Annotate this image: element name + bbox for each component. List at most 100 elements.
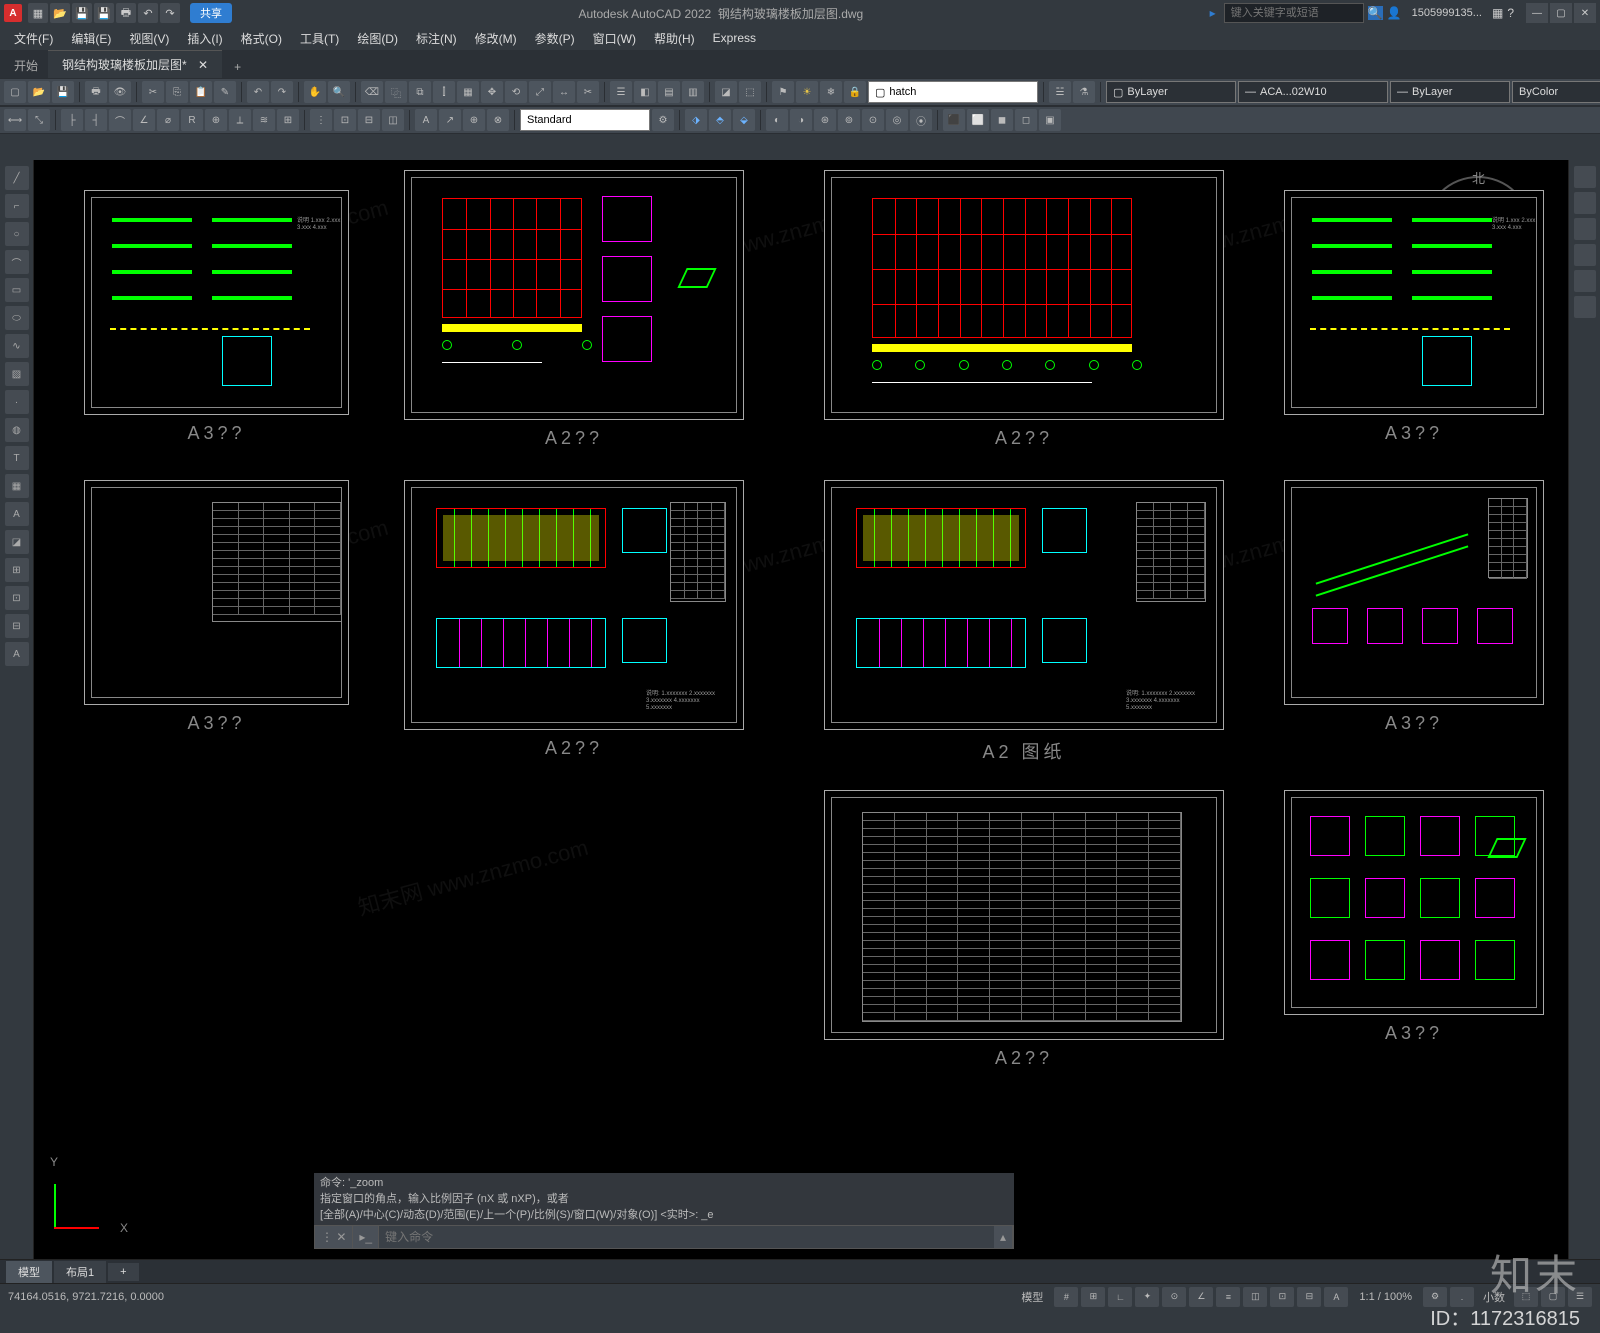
draw-ins-icon[interactable]: ⊞ bbox=[5, 558, 29, 582]
draw-block-icon[interactable]: ◪ bbox=[5, 530, 29, 554]
draw-line-icon[interactable]: ╱ bbox=[5, 166, 29, 190]
status-snap-icon[interactable]: ⊞ bbox=[1081, 1287, 1105, 1307]
mod-10-icon[interactable]: ⦿ bbox=[910, 109, 932, 131]
tool-design-icon[interactable]: ◧ bbox=[634, 81, 656, 103]
qat-redo-icon[interactable]: ↷ bbox=[160, 3, 180, 23]
tab-start[interactable]: 开始 bbox=[4, 53, 48, 78]
draw-more2-icon[interactable]: ⊟ bbox=[5, 614, 29, 638]
status-osnap-icon[interactable]: ⊙ bbox=[1162, 1287, 1186, 1307]
qat-save-icon[interactable]: 💾 bbox=[72, 3, 92, 23]
maximize-button[interactable]: ▢ bbox=[1550, 3, 1572, 23]
anno-1-icon[interactable]: A bbox=[415, 109, 437, 131]
layer-freeze-icon[interactable]: ❄ bbox=[820, 81, 842, 103]
draw-hatch-icon[interactable]: ▨ bbox=[5, 362, 29, 386]
tool-cut-icon[interactable]: ✂ bbox=[142, 81, 164, 103]
command-line[interactable]: ⋮ ✕ ▸_ ▴ bbox=[314, 1225, 1014, 1249]
dim-12-icon[interactable]: ⊡ bbox=[334, 109, 356, 131]
status-ann-icon[interactable]: A bbox=[1324, 1287, 1348, 1307]
tool-array-icon[interactable]: ▦ bbox=[457, 81, 479, 103]
share-button[interactable]: 共享 bbox=[190, 3, 232, 23]
layout-add[interactable]: + bbox=[108, 1263, 138, 1281]
tab-drawing[interactable]: 钢结构玻璃楼板加层图* ✕ bbox=[48, 50, 222, 78]
dim-10-icon[interactable]: ⊞ bbox=[277, 109, 299, 131]
draw-spline-icon[interactable]: ∿ bbox=[5, 334, 29, 358]
mod-3-icon[interactable]: ⬙ bbox=[733, 109, 755, 131]
status-lwt-icon[interactable]: ≡ bbox=[1216, 1287, 1240, 1307]
status-model[interactable]: 模型 bbox=[1021, 1289, 1043, 1305]
menu-express[interactable]: Express bbox=[705, 29, 764, 47]
tool-redo-icon[interactable]: ↷ bbox=[271, 81, 293, 103]
menu-insert[interactable]: 插入(I) bbox=[179, 28, 230, 49]
dim-2-icon[interactable]: ┤ bbox=[85, 109, 107, 131]
tool-zoom-icon[interactable]: 🔍 bbox=[328, 81, 350, 103]
signin-icon[interactable]: 👤 bbox=[1387, 6, 1402, 20]
lineweight-combo[interactable]: — ByLayer bbox=[1390, 81, 1510, 103]
mod-9-icon[interactable]: ◎ bbox=[886, 109, 908, 131]
mod-15-icon[interactable]: ▣ bbox=[1039, 109, 1061, 131]
draw-arc-icon[interactable]: ⌒ bbox=[5, 250, 29, 274]
tool-copy-icon[interactable]: ⎘ bbox=[166, 81, 188, 103]
anno-2-icon[interactable]: ↗ bbox=[439, 109, 461, 131]
dim-13-icon[interactable]: ⊟ bbox=[358, 109, 380, 131]
status-otrack-icon[interactable]: ∠ bbox=[1189, 1287, 1213, 1307]
status-ortho-icon[interactable]: ∟ bbox=[1108, 1287, 1132, 1307]
tool-block-icon[interactable]: ◪ bbox=[715, 81, 737, 103]
user-name[interactable]: 1505999135... bbox=[1412, 7, 1482, 19]
draw-more3-icon[interactable]: A bbox=[5, 642, 29, 666]
tool-sheet-icon[interactable]: ▤ bbox=[658, 81, 680, 103]
tool-scale-icon[interactable]: ⤢ bbox=[529, 81, 551, 103]
dim-14-icon[interactable]: ◫ bbox=[382, 109, 404, 131]
dim-9-icon[interactable]: ≋ bbox=[253, 109, 275, 131]
status-polar-icon[interactable]: ✦ bbox=[1135, 1287, 1159, 1307]
tool-copy2-icon[interactable]: ⿻ bbox=[385, 81, 407, 103]
tool-new-icon[interactable]: ▢ bbox=[4, 81, 26, 103]
dim-7-icon[interactable]: ⊕ bbox=[205, 109, 227, 131]
qat-plot-icon[interactable]: 🖶 bbox=[116, 3, 136, 23]
draw-more1-icon[interactable]: ⊡ bbox=[5, 586, 29, 610]
qat-open-icon[interactable]: 📂 bbox=[50, 3, 70, 23]
tool-open-icon[interactable]: 📂 bbox=[28, 81, 50, 103]
mod-1-icon[interactable]: ⬗ bbox=[685, 109, 707, 131]
minimize-button[interactable]: — bbox=[1526, 3, 1548, 23]
tool-move-icon[interactable]: ✥ bbox=[481, 81, 503, 103]
dim-5-icon[interactable]: ⌀ bbox=[157, 109, 179, 131]
anno-3-icon[interactable]: ⊕ bbox=[463, 109, 485, 131]
anno-4-icon[interactable]: ⊗ bbox=[487, 109, 509, 131]
nav-wheel-icon[interactable] bbox=[1574, 192, 1596, 214]
nav-home-icon[interactable] bbox=[1574, 166, 1596, 188]
nav-pan-icon[interactable] bbox=[1574, 218, 1596, 240]
linetype-combo[interactable]: — ACA...02W10 bbox=[1238, 81, 1388, 103]
mod-5-icon[interactable]: ◑ bbox=[790, 109, 812, 131]
draw-text-icon[interactable]: T bbox=[5, 446, 29, 470]
layer-mgr-icon[interactable]: ☱ bbox=[1049, 81, 1071, 103]
mod-7-icon[interactable]: ⊚ bbox=[838, 109, 860, 131]
dim-aligned-icon[interactable]: ⤡ bbox=[28, 109, 50, 131]
status-grid-icon[interactable]: # bbox=[1054, 1287, 1078, 1307]
help-icon[interactable]: ? bbox=[1507, 6, 1514, 20]
drawing-canvas[interactable]: 上 北 南 东 西 WCS 知末网 www.znzmo.com 知末网 www.… bbox=[34, 160, 1568, 1259]
close-button[interactable]: ✕ bbox=[1574, 3, 1596, 23]
nav-orbit-icon[interactable] bbox=[1574, 270, 1596, 292]
menu-format[interactable]: 格式(O) bbox=[233, 28, 290, 49]
layer-states-icon[interactable]: ⚗ bbox=[1073, 81, 1095, 103]
status-trans-icon[interactable]: ◫ bbox=[1243, 1287, 1267, 1307]
menu-help[interactable]: 帮助(H) bbox=[646, 28, 703, 49]
mod-12-icon[interactable]: ⬜ bbox=[967, 109, 989, 131]
menu-dimension[interactable]: 标注(N) bbox=[408, 28, 465, 49]
menu-tools[interactable]: 工具(T) bbox=[292, 28, 347, 49]
textstyle-combo[interactable]: Standard bbox=[520, 109, 650, 131]
tool-rotate-icon[interactable]: ⟲ bbox=[505, 81, 527, 103]
plotstyle-combo[interactable]: ByColor bbox=[1512, 81, 1600, 103]
status-scale[interactable]: 1:1 / 100% bbox=[1359, 1291, 1412, 1303]
layer-combo[interactable]: ▢ hatch bbox=[868, 81, 1038, 103]
menu-file[interactable]: 文件(F) bbox=[6, 28, 61, 49]
dim-linear-icon[interactable]: ⟷ bbox=[4, 109, 26, 131]
menu-draw[interactable]: 绘图(D) bbox=[349, 28, 406, 49]
tool-xref-icon[interactable]: ⬚ bbox=[739, 81, 761, 103]
mod-6-icon[interactable]: ⊛ bbox=[814, 109, 836, 131]
tab-close-icon[interactable]: ✕ bbox=[198, 58, 208, 72]
qat-undo-icon[interactable]: ↶ bbox=[138, 3, 158, 23]
tool-pan-icon[interactable]: ✋ bbox=[304, 81, 326, 103]
mod-8-icon[interactable]: ⊙ bbox=[862, 109, 884, 131]
layer-sun-icon[interactable]: ☀ bbox=[796, 81, 818, 103]
